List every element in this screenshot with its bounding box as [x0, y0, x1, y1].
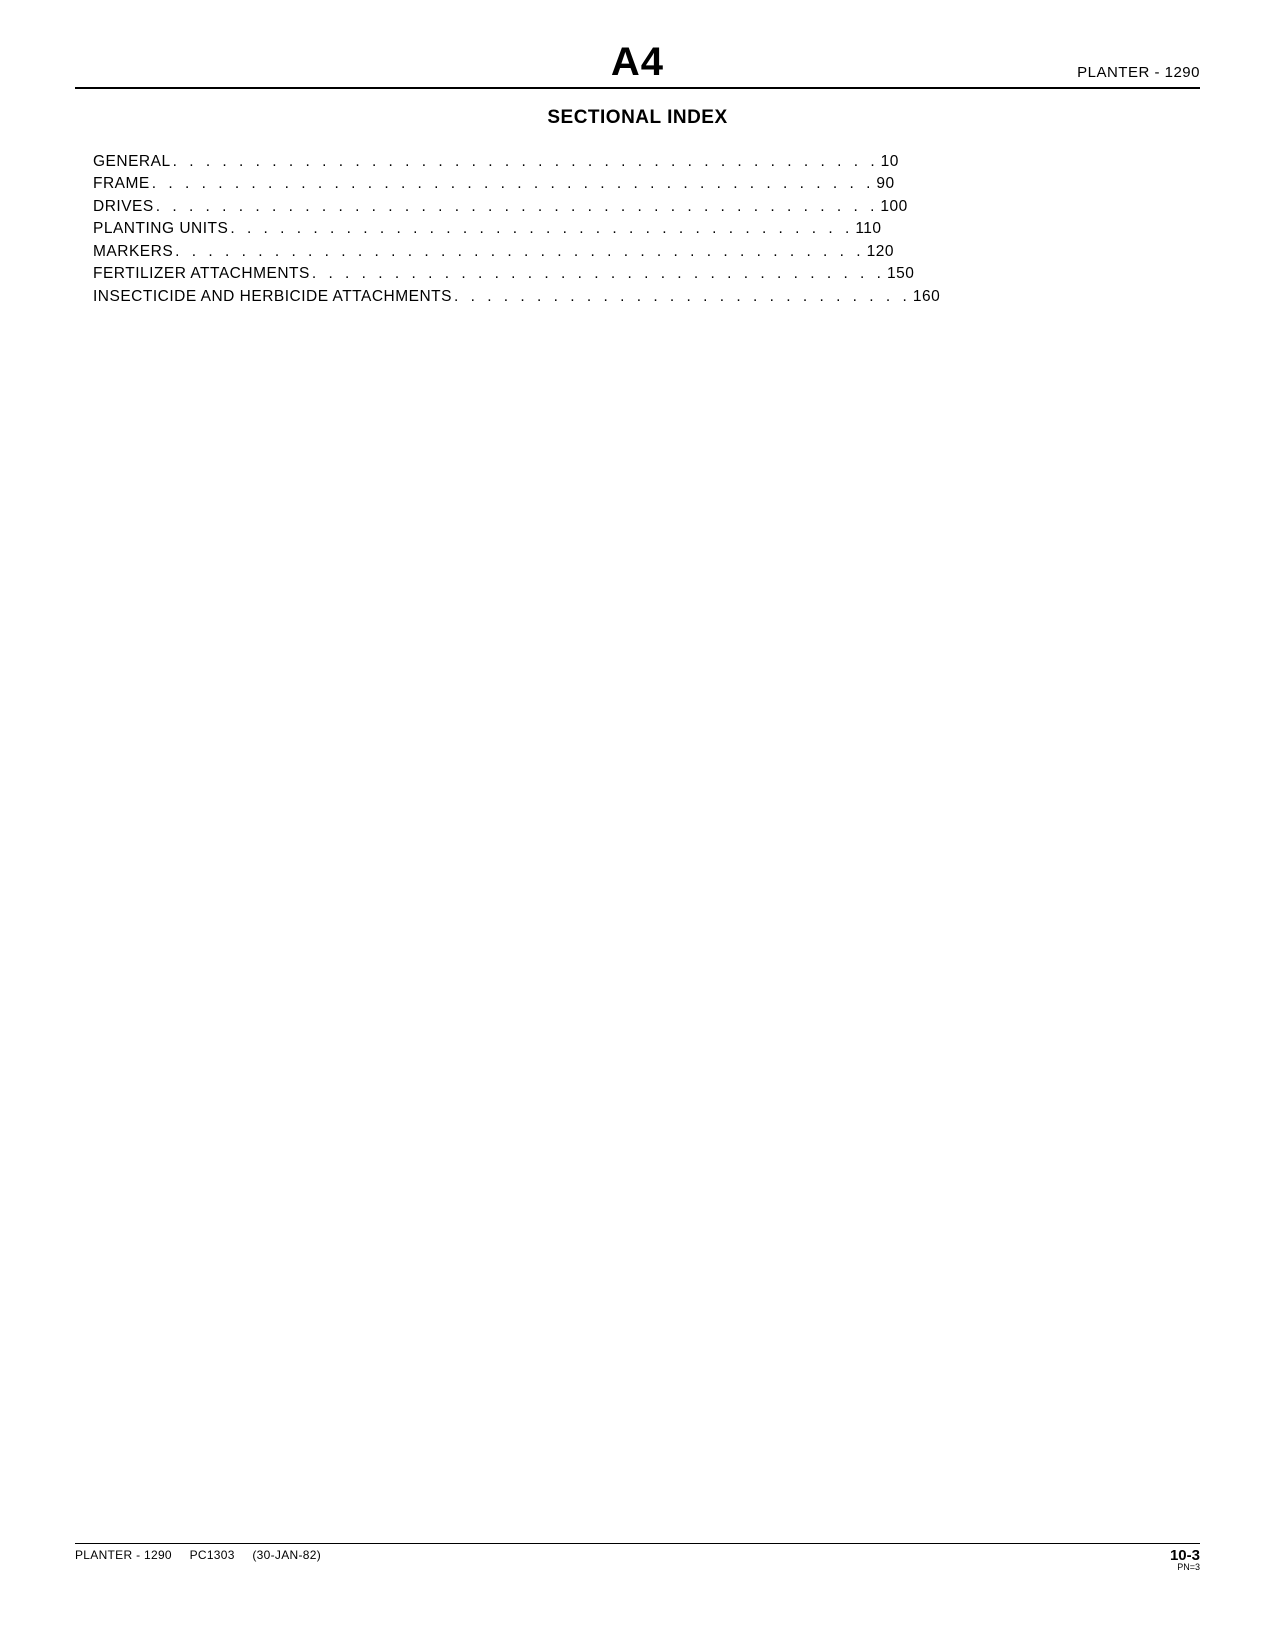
index-label: GENERAL [93, 151, 171, 173]
index-label: MARKERS [93, 241, 173, 263]
index-dots: . . . . . . . . . . . . . . . . . . . . … [171, 151, 881, 173]
index-label: FERTILIZER ATTACHMENTS [93, 263, 310, 285]
footer: PLANTER - 1290 PC1303 (30-JAN-82) 10-3 P… [75, 1543, 1200, 1572]
index-dots: . . . . . . . . . . . . . . . . . . . . … [173, 241, 866, 263]
index-page: 100 [880, 196, 907, 218]
page-container: A4 PLANTER - 1290 SECTIONAL INDEX GENERA… [0, 0, 1275, 1650]
index-entry: INSECTICIDE AND HERBICIDE ATTACHMENTS . … [93, 286, 1200, 308]
index-dots: . . . . . . . . . . . . . . . . . . . . … [228, 218, 855, 240]
footer-right: 10-3 PN=3 [1170, 1548, 1200, 1572]
index-dots: . . . . . . . . . . . . . . . . . . . . … [150, 173, 877, 195]
index-page: 90 [876, 173, 894, 195]
header-section: A4 PLANTER - 1290 [75, 40, 1200, 89]
index-label: PLANTING UNITS [93, 218, 228, 240]
index-entry: PLANTING UNITS . . . . . . . . . . . . .… [93, 218, 1200, 240]
footer-left: PLANTER - 1290 PC1303 (30-JAN-82) [75, 1548, 335, 1562]
index-page: 160 [913, 286, 940, 308]
header-right-text: PLANTER - 1290 [1077, 64, 1200, 81]
footer-pagenum: 10-3 [1170, 1548, 1200, 1563]
footer-model: PLANTER - 1290 [75, 1548, 172, 1562]
index-page: 150 [887, 263, 914, 285]
index-page: 110 [855, 218, 881, 240]
index-page: 120 [867, 241, 894, 263]
index-list: GENERAL . . . . . . . . . . . . . . . . … [75, 151, 1200, 308]
subtitle: SECTIONAL INDEX [75, 107, 1200, 129]
footer-date: (30-JAN-82) [252, 1548, 321, 1562]
index-label: DRIVES [93, 196, 154, 218]
index-dots: . . . . . . . . . . . . . . . . . . . . … [310, 263, 887, 285]
footer-pn: PN=3 [1170, 1563, 1200, 1572]
index-dots: . . . . . . . . . . . . . . . . . . . . … [154, 196, 881, 218]
index-label: FRAME [93, 173, 150, 195]
index-entry: MARKERS . . . . . . . . . . . . . . . . … [93, 241, 1200, 263]
index-page: 10 [881, 151, 899, 173]
index-entry: GENERAL . . . . . . . . . . . . . . . . … [93, 151, 1200, 173]
page-title: A4 [75, 40, 1200, 85]
index-entry: DRIVES . . . . . . . . . . . . . . . . .… [93, 196, 1200, 218]
index-entry: FRAME . . . . . . . . . . . . . . . . . … [93, 173, 1200, 195]
index-label: INSECTICIDE AND HERBICIDE ATTACHMENTS [93, 286, 452, 308]
index-dots: . . . . . . . . . . . . . . . . . . . . … [452, 286, 913, 308]
footer-code: PC1303 [190, 1548, 235, 1562]
index-entry: FERTILIZER ATTACHMENTS . . . . . . . . .… [93, 263, 1200, 285]
